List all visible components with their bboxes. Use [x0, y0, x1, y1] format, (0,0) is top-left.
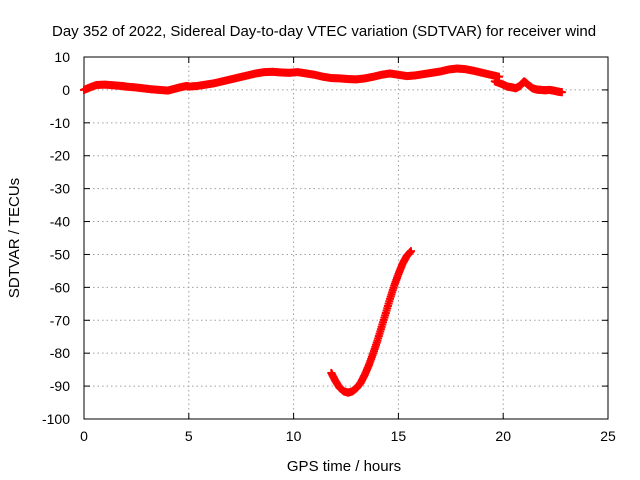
y-tick-label: -40 — [50, 214, 70, 230]
plot-frame — [83, 56, 609, 420]
y-tick-label: 0 — [62, 82, 70, 98]
series-main — [80, 64, 504, 95]
series-descending-curve — [327, 247, 415, 397]
y-axis-label: SDTVAR / TECUs — [6, 178, 23, 298]
x-tick-label: 15 — [391, 428, 407, 444]
axis-ticks: 0 5 10 15 20 25 10 0 -10 -20 -30 -40 -50 -60 -70 -80 -90… — [42, 49, 616, 444]
x-tick-label: 5 — [185, 428, 193, 444]
series-late-segment — [490, 77, 566, 97]
x-tick-label: 0 — [80, 428, 88, 444]
x-tick-label: 20 — [495, 428, 511, 444]
y-tick-label: -90 — [50, 378, 70, 394]
y-tick-label: -30 — [50, 181, 70, 197]
y-tick-label: -70 — [50, 312, 70, 328]
data-points — [80, 64, 566, 397]
data-point — [557, 88, 566, 97]
x-tick-label: 25 — [600, 428, 616, 444]
plot-border — [83, 56, 609, 420]
data-point — [406, 247, 415, 256]
y-tick-label: -20 — [50, 148, 70, 164]
y-tick-label: -100 — [42, 411, 70, 427]
y-tick-label: -10 — [50, 115, 70, 131]
y-tick-label: 10 — [54, 49, 70, 65]
x-tick-label: 10 — [286, 428, 302, 444]
y-tick-label: -80 — [50, 345, 70, 361]
x-axis-label: GPS time / hours — [287, 458, 401, 475]
chart-title: Day 352 of 2022, Sidereal Day-to-day VTE… — [52, 23, 596, 40]
y-tick-label: -50 — [50, 246, 70, 262]
y-tick-label: -60 — [50, 279, 70, 295]
